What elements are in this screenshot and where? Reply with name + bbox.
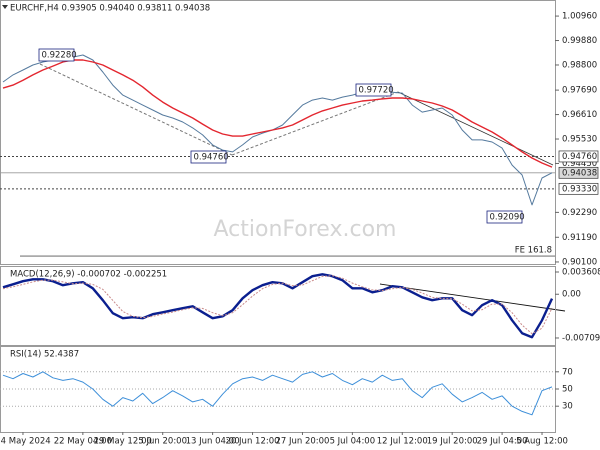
panel-frame	[0, 266, 556, 346]
x-tick-label: 5 Jul 04:00	[330, 437, 376, 447]
trend-line	[397, 91, 554, 166]
y-tick-label: 1.00960	[562, 12, 597, 22]
level-label: 0.94760	[562, 152, 597, 162]
y-tick-label: 30	[562, 402, 573, 412]
level-label: 0.93330	[562, 184, 597, 194]
series-line	[2, 275, 553, 335]
x-tick-label: 5 Aug 12:00	[516, 437, 568, 447]
x-tick-label: 12 Jul 12:00	[377, 437, 428, 447]
y-tick-label: 0.003608	[562, 267, 600, 277]
macd-trend-line	[379, 283, 566, 312]
x-tick-label: 14 May 2024	[0, 437, 51, 447]
level-box	[558, 150, 599, 163]
panel-frame	[0, 0, 556, 265]
panel-title: MACD(12,26,9) -0.000702 -0.002251	[10, 270, 167, 280]
annotation-label: 0.92090	[490, 213, 525, 223]
trend-line	[231, 91, 399, 156]
annotation-label: 0.92280	[42, 51, 77, 61]
y-tick-label: 0.98800	[562, 60, 597, 70]
annotation-box	[355, 83, 392, 97]
y-tick-label: 70	[562, 367, 573, 377]
annotation-box	[38, 48, 75, 62]
level-box	[558, 182, 599, 195]
y-tick-label: 0.97690	[562, 86, 597, 96]
annotation-label: 0.97720	[359, 86, 394, 96]
panel-title: EURCHF,H4 0.93905 0.94040 0.93811 0.9403…	[10, 4, 210, 14]
x-tick-label: 22 May 04:00	[54, 437, 112, 447]
x-tick-label: 20 Jun 12:00	[226, 437, 280, 447]
annotation-box	[486, 210, 523, 224]
watermark: ActionForex.com	[214, 217, 397, 242]
y-tick-label: 0.99880	[562, 36, 597, 46]
y-tick-label: -0.007092	[562, 333, 600, 343]
y-tick-label: 0.90100	[562, 257, 597, 267]
y-tick-label: 50	[562, 385, 573, 395]
title-arrow	[2, 5, 8, 9]
level-box	[558, 166, 599, 179]
y-tick-label: 0.94450	[562, 159, 597, 169]
x-tick-label: 13 Jun 04:00	[186, 437, 240, 447]
annotation-label: 0.94760	[194, 153, 229, 163]
level-label: 0.94038	[562, 168, 597, 178]
series-line	[2, 371, 553, 416]
panel-title: RSI(14) 52.4387	[10, 350, 79, 360]
x-tick-label: 19 Jul 20:00	[427, 437, 478, 447]
x-tick-label: 29 May 12:00	[94, 437, 152, 447]
series-line	[2, 59, 553, 168]
y-tick-label: 0.92290	[562, 208, 597, 218]
series-line	[2, 273, 554, 339]
trend-line	[39, 63, 233, 156]
x-tick-label: 5 Jun 20:00	[138, 437, 187, 447]
y-tick-label: 0.00	[562, 290, 581, 300]
fe-label: FE 161.8	[515, 246, 552, 256]
y-tick-label: 0.91190	[562, 233, 597, 243]
annotation-box	[190, 150, 227, 164]
y-tick-label: 0.96610	[562, 110, 597, 120]
x-tick-label: 27 Jun 20:00	[275, 437, 329, 447]
y-tick-label: 0.95530	[562, 135, 597, 145]
x-tick-label: 29 Jul 04:00	[477, 437, 528, 447]
